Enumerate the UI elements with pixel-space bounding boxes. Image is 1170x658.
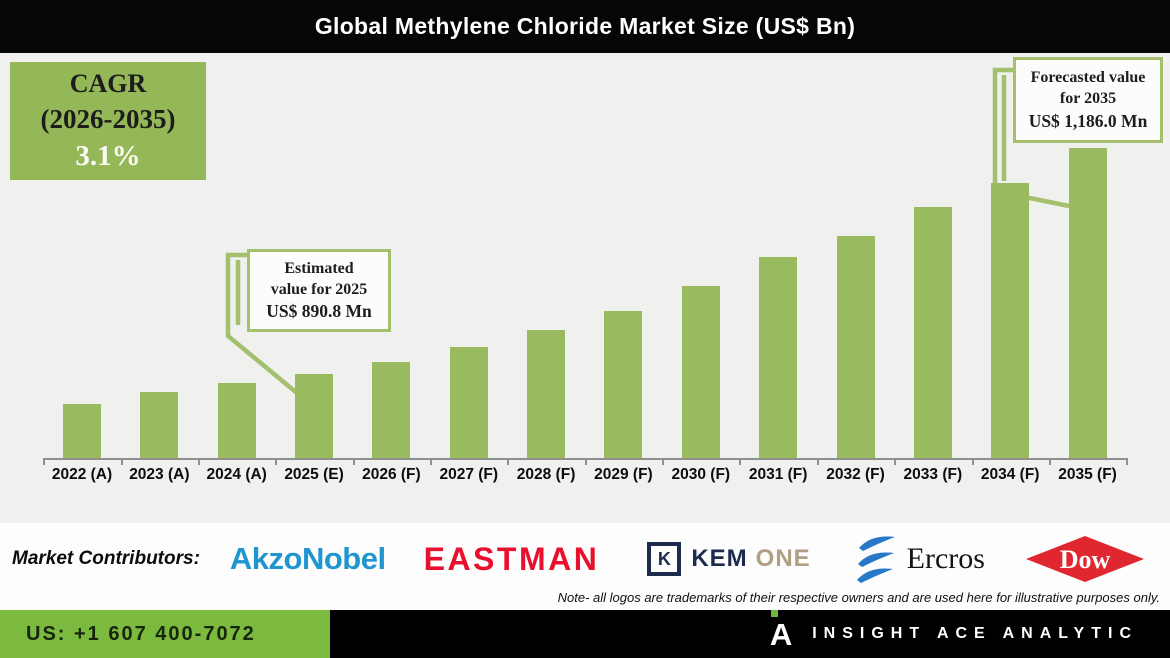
insight-ace-logo: A [769,609,793,652]
ercros-waves-icon [856,536,895,583]
bar-2025 [295,374,334,458]
ercros-logo: Ercros [855,534,985,584]
kemone-k-icon: K [647,542,682,576]
x-axis-tick [1048,458,1051,465]
x-axis-tick [894,458,897,465]
chart-region: CAGR (2026-2035) 3.1% Estimated value fo… [0,53,1170,523]
bar-2027 [449,347,488,458]
estimated-callout-line2: value for 2025 [270,280,368,298]
x-axis-label: 2035 (F) [1058,466,1117,483]
title-bar: Global Methylene Chloride Market Size (U… [0,0,1170,53]
estimated-callout-value: US$ 890.8 Mn [266,301,372,322]
x-axis-label: 2027 (F) [439,466,499,483]
estimated-value-callout: Estimated value for 2025 US$ 890.8 Mn [247,249,391,332]
kemone-logo: K KEM ONE [647,542,810,576]
bar-2031 [759,257,798,458]
x-axis-label: 2025 (E) [284,466,344,483]
dow-registered-mark: ® [1129,569,1136,579]
bar-2034 [991,183,1030,458]
x-axis-label: 2029 (F) [594,466,653,483]
x-axis-tick [507,458,510,465]
x-axis-tick [1126,458,1129,465]
x-axis-tick [43,458,46,465]
x-axis-tick [352,458,355,465]
contributors-row: Market Contributors: AkzoNobel EASTMAN K… [12,531,1162,587]
bar-2023 [140,392,179,458]
dow-diamond-icon: Dow ® [1025,536,1144,582]
phone-block: US: +1 607 400-7072 [0,610,330,658]
x-axis-label: 2034 (F) [980,466,1040,483]
footer-bar: US: +1 607 400-7072 A INSIGHT ACE ANALYT… [0,609,1170,658]
x-axis-tick [971,458,974,465]
contributors-label: Market Contributors: [12,548,200,569]
kemone-kem-text: KEM [691,545,748,572]
forecasted-callout-line1: Forecasted value [1030,69,1146,87]
bar-2022 [63,404,101,458]
x-axis-tick [662,458,665,465]
x-axis-label: 2026 (F) [362,466,421,483]
x-axis-tick [120,458,123,465]
dow-text: Dow [1060,545,1111,574]
phone-number: US: +1 607 400-7072 [26,622,256,645]
cagr-value: 3.1% [75,140,141,173]
bar-2033 [913,207,952,458]
kemone-k-letter: K [657,548,671,569]
x-axis-tick [430,458,433,465]
trademark-note: Note- all logos are trademarks of their … [557,590,1160,605]
x-axis-label: 2031 (F) [748,466,808,483]
x-axis-tick [275,458,278,465]
bar-2026 [372,362,411,458]
x-axis-label: 2028 (F) [516,466,576,483]
eastman-logo: EASTMAN [423,540,600,577]
x-axis-label: 2022 (A) [51,466,113,483]
bar-2030 [681,286,720,458]
bar-2035 [1068,148,1107,458]
x-axis-label: 2030 (F) [671,466,731,483]
cagr-period: (2026-2035) [40,103,176,134]
dow-logo: Dow ® [1025,535,1145,583]
x-axis-label: 2023 (A) [129,466,190,483]
akzonobel-logo: AkzoNobel [229,541,386,576]
page-title: Global Methylene Chloride Market Size (U… [314,13,856,39]
bar-2032 [836,236,875,458]
ercros-text: Ercros [906,542,985,575]
logo-letter: A [769,616,793,652]
bar-2028 [527,330,566,458]
x-axis-tick [198,458,201,465]
kemone-one-text: ONE [755,545,811,572]
x-axis-label: 2024 (A) [206,466,267,483]
x-axis-tick [739,458,742,465]
forecasted-value-callout: Forecasted value for 2035 US$ 1,186.0 Mn [1013,57,1163,143]
x-axis-label: 2032 (F) [826,466,885,483]
forecasted-callout-line2: for 2035 [1059,90,1117,108]
logo-green-square-icon [770,609,778,617]
bar-2024 [217,383,256,458]
brand-block: A INSIGHT ACE ANALYTIC [330,609,1170,658]
x-axis-label: 2033 (F) [903,466,963,483]
brand-name: INSIGHT ACE ANALYTIC [812,625,1138,642]
bar-2029 [604,311,643,458]
x-axis-tick [584,458,587,465]
estimated-callout-line1: Estimated [284,259,354,277]
market-contributors-strip: Market Contributors: AkzoNobel EASTMAN K… [0,523,1170,610]
cagr-label: CAGR [69,68,147,98]
x-axis-tick [816,458,819,465]
forecasted-callout-value: US$ 1,186.0 Mn [1028,110,1148,131]
cagr-box: CAGR (2026-2035) 3.1% [10,62,206,180]
